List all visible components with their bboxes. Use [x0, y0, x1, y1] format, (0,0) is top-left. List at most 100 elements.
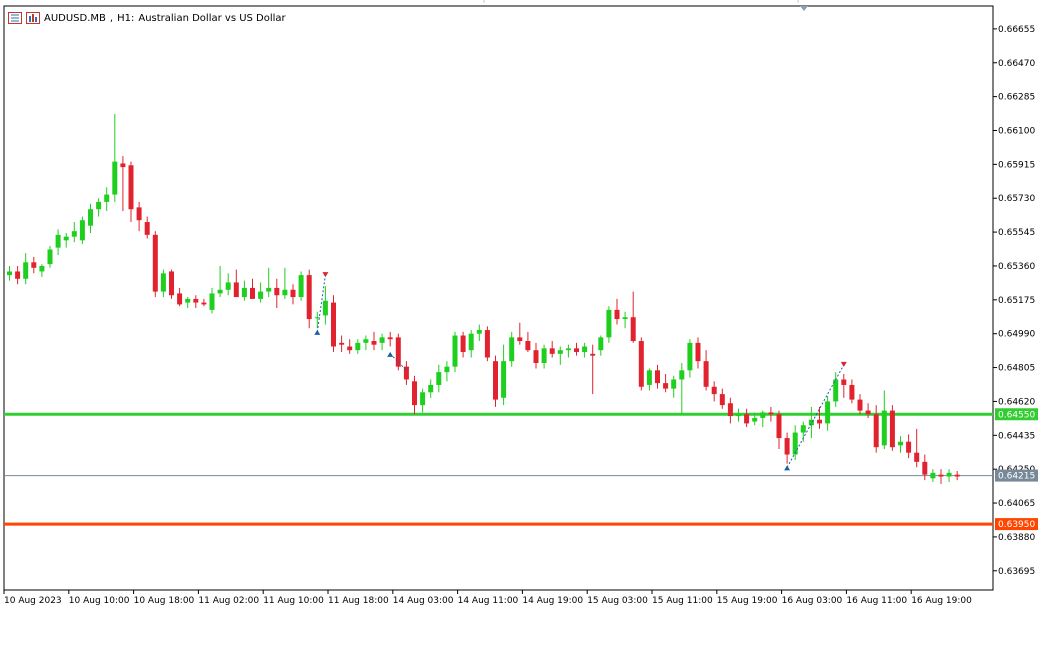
- bear-candle[interactable]: [120, 163, 126, 168]
- bear-candle[interactable]: [906, 441, 912, 453]
- bull-candle[interactable]: [63, 236, 69, 241]
- bear-candle[interactable]: [136, 207, 142, 221]
- bull-candle[interactable]: [241, 287, 247, 298]
- bull-candle[interactable]: [557, 350, 563, 354]
- bear-candle[interactable]: [703, 361, 709, 387]
- bear-candle[interactable]: [233, 282, 239, 298]
- bull-candle[interactable]: [687, 342, 693, 371]
- bear-candle[interactable]: [493, 361, 498, 400]
- bull-candle[interactable]: [736, 414, 741, 417]
- bull-candle[interactable]: [452, 335, 458, 367]
- bull-candle[interactable]: [379, 337, 385, 343]
- bear-candle[interactable]: [517, 337, 523, 342]
- bear-candle[interactable]: [655, 370, 660, 384]
- bull-candle[interactable]: [946, 472, 952, 477]
- bull-candle[interactable]: [792, 432, 798, 455]
- bull-candle[interactable]: [468, 333, 474, 351]
- bear-candle[interactable]: [525, 341, 531, 351]
- bear-candle[interactable]: [784, 438, 790, 455]
- chart-type-icon[interactable]: [8, 12, 22, 24]
- bull-candle[interactable]: [825, 401, 831, 424]
- bull-candle[interactable]: [225, 282, 231, 290]
- bull-candle[interactable]: [582, 346, 588, 353]
- bull-candle[interactable]: [96, 201, 102, 210]
- bull-candle[interactable]: [314, 317, 320, 319]
- bull-candle[interactable]: [800, 425, 806, 433]
- bull-candle[interactable]: [112, 161, 118, 195]
- bear-candle[interactable]: [144, 222, 150, 235]
- bear-candle[interactable]: [371, 341, 377, 345]
- bear-candle[interactable]: [177, 293, 183, 305]
- bear-candle[interactable]: [727, 403, 733, 417]
- bear-candle[interactable]: [128, 165, 134, 210]
- bull-candle[interactable]: [282, 289, 288, 296]
- bear-candle[interactable]: [274, 287, 280, 296]
- bear-candle[interactable]: [841, 379, 847, 385]
- bull-candle[interactable]: [79, 220, 85, 241]
- bear-candle[interactable]: [865, 410, 871, 415]
- bear-candle[interactable]: [412, 381, 417, 406]
- bull-candle[interactable]: [322, 300, 328, 316]
- bull-candle[interactable]: [47, 249, 53, 265]
- bull-candle[interactable]: [671, 379, 677, 389]
- bear-candle[interactable]: [347, 346, 353, 351]
- bull-candle[interactable]: [209, 293, 215, 310]
- bear-candle[interactable]: [744, 414, 750, 424]
- bear-candle[interactable]: [776, 414, 782, 439]
- bear-candle[interactable]: [873, 414, 879, 448]
- bear-candle[interactable]: [201, 302, 207, 305]
- bull-candle[interactable]: [428, 384, 434, 393]
- bull-candle[interactable]: [646, 370, 652, 385]
- bull-candle[interactable]: [541, 348, 547, 363]
- bull-candle[interactable]: [298, 275, 304, 298]
- bear-candle[interactable]: [533, 350, 539, 363]
- bear-candle[interactable]: [169, 271, 174, 296]
- bear-candle[interactable]: [306, 275, 312, 320]
- bull-candle[interactable]: [71, 231, 77, 237]
- bear-candle[interactable]: [768, 412, 774, 415]
- bear-candle[interactable]: [954, 474, 960, 477]
- bear-candle[interactable]: [403, 366, 409, 380]
- bull-candle[interactable]: [881, 410, 887, 446]
- bull-candle[interactable]: [898, 441, 903, 446]
- bear-candle[interactable]: [15, 271, 21, 279]
- bull-candle[interactable]: [760, 412, 766, 418]
- bull-candle[interactable]: [23, 262, 29, 279]
- bear-candle[interactable]: [614, 309, 620, 320]
- bull-candle[interactable]: [565, 348, 571, 351]
- bull-candle[interactable]: [266, 287, 272, 292]
- bull-candle[interactable]: [509, 337, 515, 362]
- bear-candle[interactable]: [290, 289, 296, 298]
- bull-candle[interactable]: [501, 361, 507, 398]
- bull-candle[interactable]: [88, 209, 93, 226]
- bear-candle[interactable]: [849, 384, 855, 400]
- bull-candle[interactable]: [258, 291, 264, 299]
- bear-candle[interactable]: [193, 298, 199, 303]
- bear-candle[interactable]: [711, 386, 717, 395]
- bull-candle[interactable]: [217, 289, 223, 294]
- bull-candle[interactable]: [363, 339, 369, 343]
- bear-candle[interactable]: [460, 335, 466, 353]
- bull-candle[interactable]: [420, 392, 426, 406]
- bull-candle[interactable]: [476, 330, 482, 334]
- bear-candle[interactable]: [395, 337, 401, 367]
- bull-candle[interactable]: [808, 419, 814, 426]
- bear-candle[interactable]: [590, 353, 596, 356]
- bull-candle[interactable]: [833, 379, 839, 402]
- bull-candle[interactable]: [160, 273, 166, 292]
- bear-candle[interactable]: [695, 342, 701, 362]
- bull-candle[interactable]: [39, 265, 45, 272]
- bull-candle[interactable]: [930, 472, 936, 479]
- bear-candle[interactable]: [719, 394, 725, 406]
- bull-candle[interactable]: [104, 194, 110, 202]
- chart-properties-icon[interactable]: [26, 12, 40, 24]
- bear-candle[interactable]: [250, 287, 255, 299]
- bear-candle[interactable]: [152, 234, 158, 292]
- bear-candle[interactable]: [914, 452, 920, 462]
- bear-candle[interactable]: [663, 383, 669, 389]
- bull-candle[interactable]: [752, 417, 758, 422]
- bull-candle[interactable]: [622, 317, 628, 320]
- bear-candle[interactable]: [31, 262, 37, 268]
